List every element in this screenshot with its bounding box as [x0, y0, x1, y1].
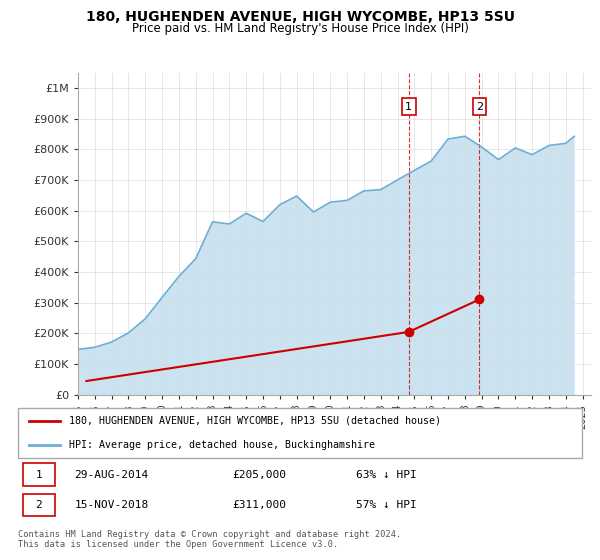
Text: 57% ↓ HPI: 57% ↓ HPI	[356, 500, 417, 510]
Text: 15-NOV-2018: 15-NOV-2018	[74, 500, 149, 510]
Text: 1: 1	[35, 470, 42, 480]
Text: 2: 2	[476, 101, 483, 111]
FancyBboxPatch shape	[23, 464, 55, 486]
Text: 1: 1	[405, 101, 412, 111]
FancyBboxPatch shape	[23, 494, 55, 516]
Text: 180, HUGHENDEN AVENUE, HIGH WYCOMBE, HP13 5SU: 180, HUGHENDEN AVENUE, HIGH WYCOMBE, HP1…	[86, 10, 515, 24]
Text: 63% ↓ HPI: 63% ↓ HPI	[356, 470, 417, 480]
Text: 2: 2	[35, 500, 42, 510]
Text: Price paid vs. HM Land Registry's House Price Index (HPI): Price paid vs. HM Land Registry's House …	[131, 22, 469, 35]
Text: 29-AUG-2014: 29-AUG-2014	[74, 470, 149, 480]
Text: 180, HUGHENDEN AVENUE, HIGH WYCOMBE, HP13 5SU (detached house): 180, HUGHENDEN AVENUE, HIGH WYCOMBE, HP1…	[69, 416, 441, 426]
FancyBboxPatch shape	[18, 408, 582, 458]
Text: HPI: Average price, detached house, Buckinghamshire: HPI: Average price, detached house, Buck…	[69, 440, 375, 450]
Text: Contains HM Land Registry data © Crown copyright and database right 2024.
This d: Contains HM Land Registry data © Crown c…	[18, 530, 401, 549]
Text: £205,000: £205,000	[232, 470, 286, 480]
Text: £311,000: £311,000	[232, 500, 286, 510]
